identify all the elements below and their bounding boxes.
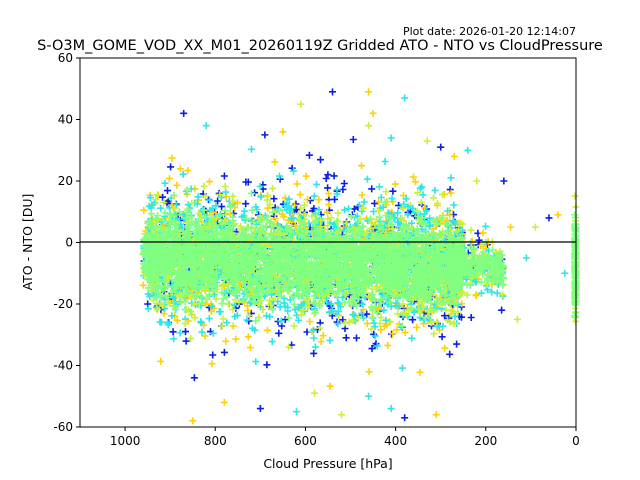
outlier-point xyxy=(310,389,318,397)
outlier-point xyxy=(507,223,515,231)
outlier-point xyxy=(464,146,472,154)
outlier-point xyxy=(220,398,228,406)
outlier-point xyxy=(202,122,210,130)
outlier-point xyxy=(387,134,395,142)
outlier-point xyxy=(297,100,305,108)
outlier-point xyxy=(365,88,373,96)
outlier-point xyxy=(261,131,269,139)
y-tick-label: 60 xyxy=(58,51,73,65)
outlier-point xyxy=(401,94,409,102)
x-tick-label: 200 xyxy=(474,434,497,448)
scatter-points xyxy=(139,136,580,390)
outlier-point xyxy=(522,254,530,262)
outlier-point xyxy=(256,405,264,413)
scatter-series xyxy=(139,189,580,330)
outlier-point xyxy=(365,122,373,130)
outlier-points xyxy=(180,88,569,425)
outlier-point xyxy=(513,315,521,323)
x-tick-label: 1000 xyxy=(110,434,141,448)
x-tick-label: 600 xyxy=(294,434,317,448)
outlier-point xyxy=(279,128,287,136)
outlier-point xyxy=(329,88,337,96)
x-axis: 1000 800 600 400 200 0 xyxy=(110,427,580,448)
chart-title: S-O3M_GOME_VOD_XX_M01_20260119Z Gridded … xyxy=(37,38,603,54)
y-tick-label: 0 xyxy=(65,236,73,250)
x-tick-label: 400 xyxy=(384,434,407,448)
y-tick-label: -60 xyxy=(53,420,73,434)
outlier-point xyxy=(473,177,481,185)
outlier-point xyxy=(450,152,458,160)
y-tick-label: 40 xyxy=(58,113,73,127)
y-axis: -60 -40 -20 0 20 40 60 xyxy=(53,51,80,434)
outlier-point xyxy=(387,405,395,413)
outlier-point xyxy=(432,411,440,419)
outlier-point xyxy=(369,109,377,117)
outlier-point xyxy=(423,137,431,145)
x-tick-label: 0 xyxy=(572,434,580,448)
x-axis-label: Cloud Pressure [hPa] xyxy=(263,456,392,471)
outlier-point xyxy=(292,408,300,416)
outlier-point xyxy=(545,214,553,222)
outlier-point xyxy=(180,109,188,117)
outlier-point xyxy=(554,211,562,219)
x-tick-label: 800 xyxy=(204,434,227,448)
y-tick-label: 20 xyxy=(58,174,73,188)
outlier-point xyxy=(437,143,445,151)
y-tick-label: -40 xyxy=(53,359,73,373)
plot-date-label: Plot date: 2026-01-20 12:14:07 xyxy=(403,25,576,38)
outlier-point xyxy=(338,411,346,419)
outlier-point xyxy=(561,269,569,277)
outlier-point xyxy=(500,177,508,185)
outlier-point xyxy=(365,392,373,400)
outlier-point xyxy=(401,414,409,422)
outlier-point xyxy=(531,223,539,231)
outlier-point xyxy=(189,417,197,425)
y-axis-label: ATO - NTO [DU] xyxy=(20,194,35,291)
y-tick-label: -20 xyxy=(53,297,73,311)
outlier-point xyxy=(498,306,506,314)
